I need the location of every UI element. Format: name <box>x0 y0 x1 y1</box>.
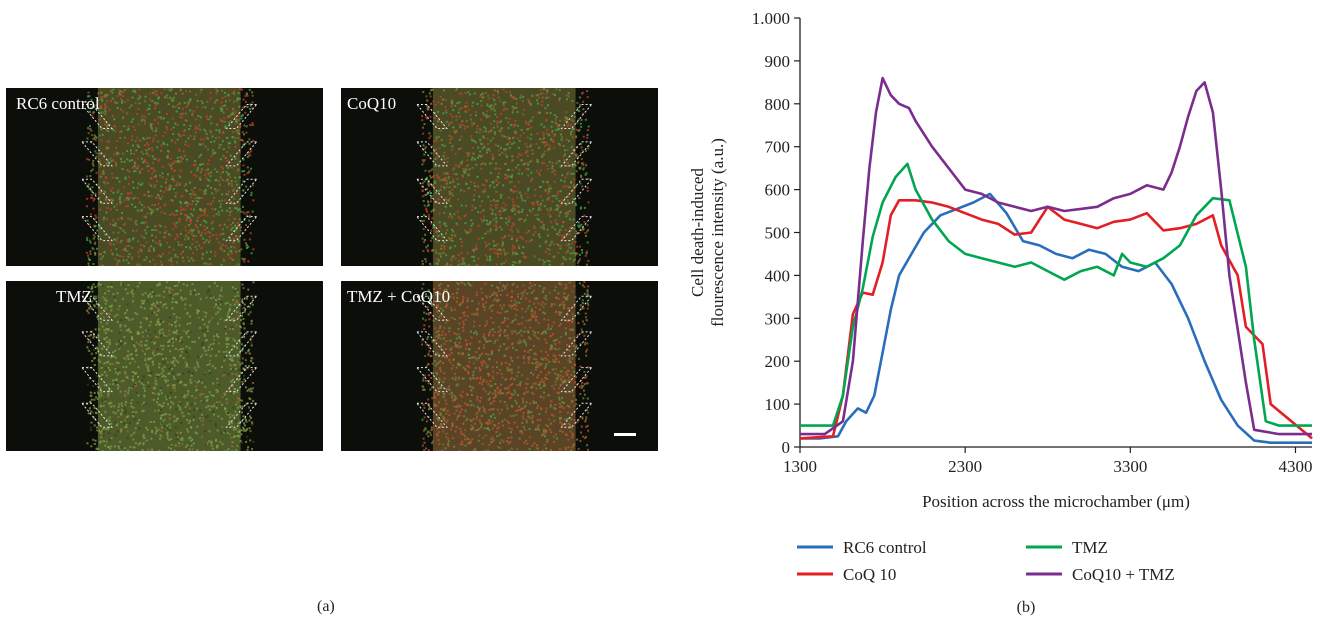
micrograph-label: TMZ <box>56 287 92 306</box>
y-tick-label: 1.000 <box>752 9 790 28</box>
series-line-tmz <box>800 162 1312 427</box>
micrograph-label: TMZ + CoQ10 <box>347 287 451 306</box>
micrograph-tmz-coq10: TMZ + CoQ10 <box>341 281 658 451</box>
chart-legend: RC6 control TMZ CoQ 10 CoQ10 + TMZ <box>797 538 1175 584</box>
panel-a-tag: (a) <box>317 598 335 615</box>
legend-item: TMZ <box>1026 538 1108 557</box>
y-tick-label: 300 <box>765 309 791 328</box>
chart-series-lines <box>799 76 1313 444</box>
micrograph-label: CoQ10 <box>347 94 397 113</box>
x-tick-label: 3300 <box>1113 457 1147 476</box>
y-tick-label: 100 <box>765 395 791 414</box>
micrograph-coq10: CoQ10 <box>341 88 658 266</box>
y-tick-label: 0 <box>782 438 791 457</box>
series-line-rc6-control <box>800 192 1312 444</box>
y-tick-label: 600 <box>765 181 791 200</box>
y-axis-label-line2: flourescence intensity (a.u.) <box>708 138 727 327</box>
micrograph-texture <box>341 281 658 451</box>
legend-item: CoQ10 + TMZ <box>1026 565 1175 584</box>
scale-bar <box>614 433 636 436</box>
legend-label: RC6 control <box>843 538 927 557</box>
y-tick-label: 400 <box>765 266 791 285</box>
y-tick-label: 200 <box>765 352 791 371</box>
series-line-coq10-tmz <box>800 76 1312 436</box>
micrograph-texture <box>341 88 658 266</box>
legend-item: RC6 control <box>797 538 927 557</box>
y-tick-label: 900 <box>765 52 791 71</box>
panel-a: RC6 control CoQ10 TMZ TMZ + CoQ10 (a) <box>6 88 658 615</box>
micrograph-label: RC6 control <box>16 94 100 113</box>
micrograph-texture <box>6 88 323 266</box>
x-tick-label: 1300 <box>783 457 817 476</box>
y-tick-label: 700 <box>765 138 791 157</box>
legend-item: CoQ 10 <box>797 565 896 584</box>
x-tick-label: 2300 <box>948 457 982 476</box>
legend-label: TMZ <box>1072 538 1108 557</box>
legend-label: CoQ 10 <box>843 565 896 584</box>
line-chart: 0 100 200 300 400 500 600 700 800 900 1.000 1300 230… <box>688 9 1313 616</box>
y-tick-label: 500 <box>765 224 791 243</box>
series-line-coq-10 <box>799 199 1313 440</box>
panel-b-tag: (b) <box>1017 599 1036 616</box>
micrograph-rc6-control: RC6 control <box>6 88 323 266</box>
y-tick-label: 800 <box>765 95 791 114</box>
micrograph-tmz: TMZ <box>6 281 323 451</box>
micrograph-texture <box>6 281 323 451</box>
x-axis-label: Position across the microchamber (μm) <box>922 492 1190 511</box>
x-tick-label: 4300 <box>1278 457 1312 476</box>
chart-axes: 0 100 200 300 400 500 600 700 800 900 1.000 1300 230… <box>752 9 1313 476</box>
legend-label: CoQ10 + TMZ <box>1072 565 1175 584</box>
y-axis-label-line1: Cell death-induced <box>688 168 707 297</box>
